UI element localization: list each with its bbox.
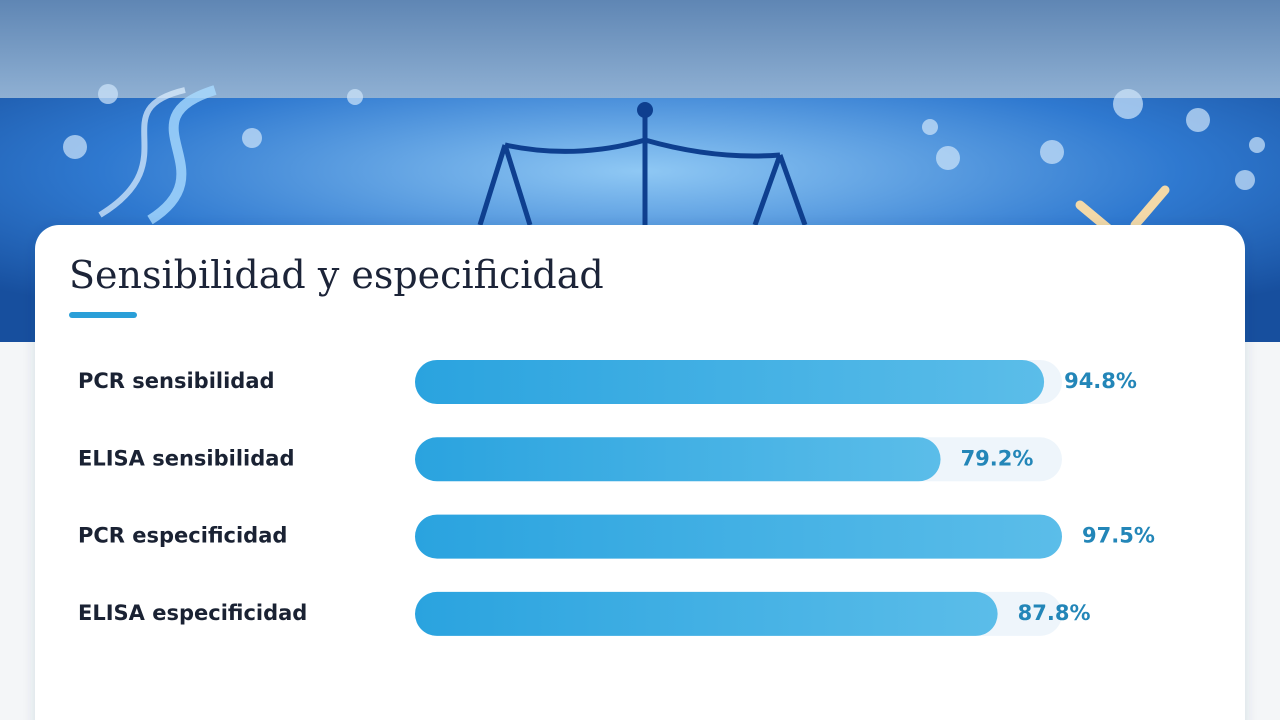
category-label: ELISA especificidad xyxy=(78,601,307,625)
title-underline xyxy=(69,312,137,318)
category-label: PCR sensibilidad xyxy=(78,369,275,393)
bar xyxy=(415,360,1045,404)
bar xyxy=(415,591,998,636)
value-label: 97.5% xyxy=(1082,524,1155,548)
value-label: 79.2% xyxy=(961,446,1034,470)
category-label: PCR especificidad xyxy=(78,524,287,548)
chart-title: Sensibilidad y especificidad xyxy=(69,253,604,297)
value-label: 87.8% xyxy=(1018,601,1091,625)
bar xyxy=(415,514,1062,559)
value-label: 94.8% xyxy=(1064,369,1137,393)
category-label: ELISA sensibilidad xyxy=(78,446,294,470)
bar xyxy=(415,437,941,482)
